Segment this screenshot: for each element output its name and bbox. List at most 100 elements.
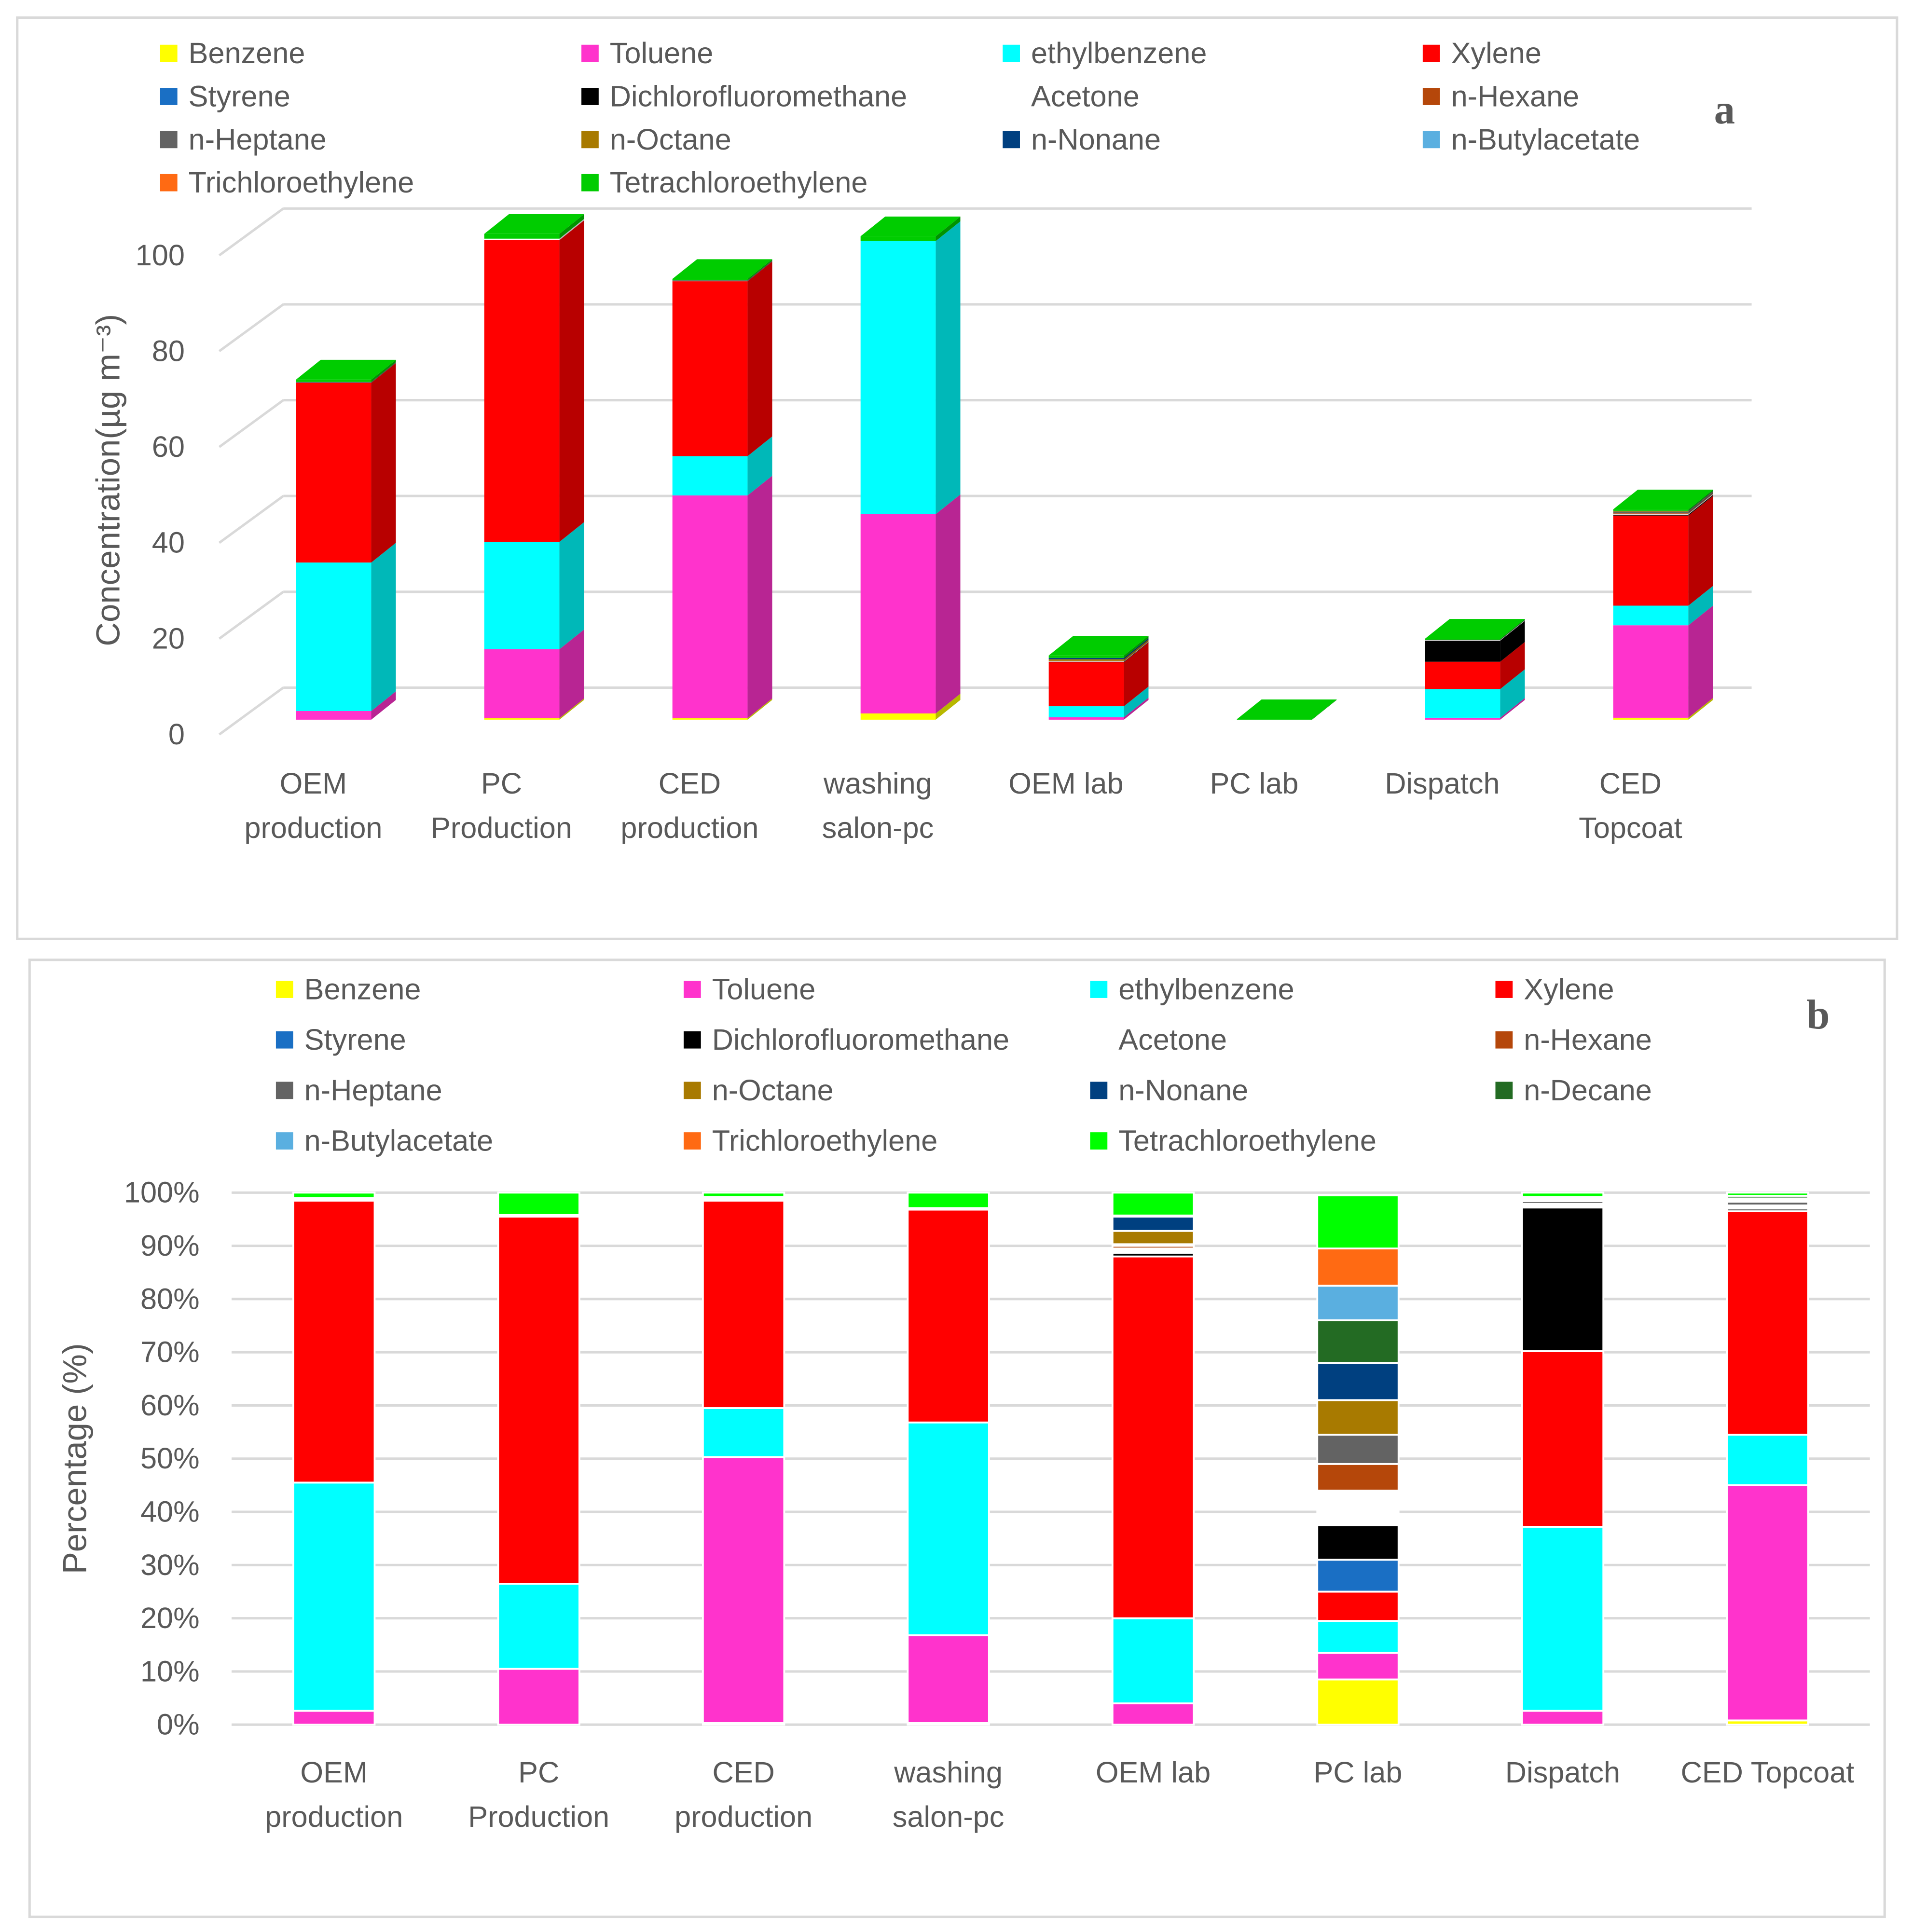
chart-frame xyxy=(16,16,1899,940)
legend-label: Dichlorofluoromethane xyxy=(712,1023,1009,1056)
bar-segment xyxy=(1613,509,1689,511)
bar-side xyxy=(936,216,961,241)
bar-side xyxy=(936,694,961,720)
legend-label: Toluene xyxy=(610,37,714,69)
bar-segment xyxy=(1048,717,1124,720)
legend-swatch xyxy=(160,88,178,105)
bar-segment xyxy=(497,1215,580,1585)
bar-segment xyxy=(1613,514,1689,516)
bar-segment xyxy=(296,711,372,720)
y-tick-label: 100% xyxy=(124,1176,200,1209)
bar-segment xyxy=(1316,1362,1400,1401)
x-tick-label: Dispatch xyxy=(1505,1756,1620,1789)
y-tick-label: 0% xyxy=(157,1708,200,1741)
x-tick-line: production xyxy=(674,1800,812,1833)
bar-segment xyxy=(860,241,936,514)
bar-segment xyxy=(1316,1559,1400,1593)
bar-top xyxy=(296,359,396,380)
bar-segment xyxy=(672,280,748,282)
x-tick-label: PC lab xyxy=(1210,767,1298,800)
x-tick-label: washing salon-pc xyxy=(822,767,934,844)
y-tick-label: 60% xyxy=(140,1389,200,1422)
bar-segment xyxy=(1316,1319,1400,1364)
bar-segment xyxy=(1425,639,1500,640)
bar-segment xyxy=(1425,689,1500,718)
legend-swatch xyxy=(1495,981,1513,998)
bar-segment xyxy=(907,1421,990,1636)
x-tick-label: OEM lab xyxy=(1008,767,1123,800)
bar-segment xyxy=(1237,719,1312,720)
grid-line-side xyxy=(218,686,284,736)
bar-segment xyxy=(1111,1230,1195,1246)
legend-label: n-Butylacetate xyxy=(1451,123,1640,156)
bar-side xyxy=(1124,686,1149,717)
x-tick-line: OEM xyxy=(280,767,347,800)
y-tick-label: 90% xyxy=(140,1229,200,1262)
legend-label: n-Heptane xyxy=(304,1074,442,1107)
legend-label: Tetrachloroethylene xyxy=(610,166,868,199)
bar-segment xyxy=(1425,641,1500,662)
bar-segment xyxy=(1111,1215,1195,1232)
y-tick-label: 20% xyxy=(140,1602,200,1634)
bar-segment xyxy=(1613,511,1689,513)
y-tick-label: 20 xyxy=(152,622,185,655)
bar-segment xyxy=(702,1456,785,1724)
bar-segment xyxy=(292,1192,376,1199)
bar-segment xyxy=(1613,717,1689,720)
bar-segment xyxy=(1613,625,1689,718)
x-tick-line: salon-pc xyxy=(822,811,934,844)
bar-segment xyxy=(296,383,372,563)
legend-swatch xyxy=(1090,1031,1108,1049)
legend-label: Styrene xyxy=(304,1023,406,1056)
x-tick-line: Production xyxy=(431,811,572,844)
y-tick-label: 50% xyxy=(140,1442,200,1475)
bar-segment xyxy=(1111,1617,1195,1705)
bar-segment xyxy=(672,281,748,456)
bar-segment xyxy=(1425,717,1500,720)
bar-segment xyxy=(484,240,560,542)
legend-swatch xyxy=(275,1132,293,1150)
legend-swatch xyxy=(160,174,178,192)
y-tick-label: 40 xyxy=(152,526,185,559)
y-tick-label: 100 xyxy=(136,239,185,272)
x-tick-line: salon-pc xyxy=(893,1800,1005,1833)
chart-title: a xyxy=(1714,86,1735,133)
bar-segment xyxy=(1521,1350,1605,1528)
x-tick-line: washing xyxy=(823,767,932,800)
legend-label: Acetone xyxy=(1031,80,1140,112)
x-tick-label: PC Production xyxy=(431,767,572,844)
legend-swatch xyxy=(275,981,293,998)
legend-label: Xylene xyxy=(1524,973,1614,1005)
bar-side xyxy=(1688,490,1713,511)
bar-segment xyxy=(1613,513,1689,514)
bar-side xyxy=(747,261,772,456)
bar-top xyxy=(484,214,584,234)
legend-swatch xyxy=(160,131,178,149)
legend-label: n-Octane xyxy=(610,123,731,156)
bar-segment xyxy=(1048,662,1124,707)
bar-side xyxy=(747,436,772,496)
bar-side xyxy=(1500,698,1525,720)
y-tick-label: 40% xyxy=(140,1495,200,1528)
y-axis-label: Concentration(µg m⁻³) xyxy=(90,314,127,646)
bar-side xyxy=(1124,641,1149,662)
legend-swatch xyxy=(1090,1082,1108,1099)
x-tick-line: Dispatch xyxy=(1505,1756,1620,1789)
bar-segment xyxy=(1111,1255,1195,1619)
legend-label: Tetrachloroethylene xyxy=(1118,1124,1376,1157)
legend-label: n-Nonane xyxy=(1031,123,1161,156)
bar-side xyxy=(1312,699,1337,720)
bar-side xyxy=(1688,586,1713,626)
grid-line-side xyxy=(218,495,284,544)
legend-swatch xyxy=(275,1082,293,1099)
x-tick-label: CED Topcoat xyxy=(1579,767,1682,844)
bar-segment xyxy=(1316,1490,1400,1526)
bar-side xyxy=(1688,605,1713,718)
legend-label: n-Octane xyxy=(712,1074,834,1107)
bar-segment xyxy=(1316,1678,1400,1726)
bar-side xyxy=(559,219,584,240)
x-tick-line: CED xyxy=(1599,767,1662,800)
bar-side xyxy=(1688,491,1713,512)
legend-swatch xyxy=(1003,44,1020,62)
bar-segment xyxy=(1316,1524,1400,1561)
